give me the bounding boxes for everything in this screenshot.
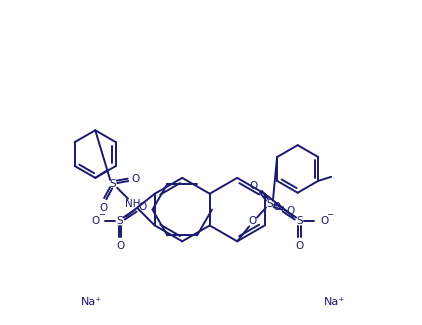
Text: O: O — [273, 202, 281, 212]
Text: S: S — [110, 179, 116, 189]
Text: Na⁺: Na⁺ — [323, 297, 344, 307]
Text: O: O — [132, 174, 140, 184]
Text: O: O — [320, 216, 328, 227]
Text: O: O — [295, 241, 303, 251]
Text: Na⁺: Na⁺ — [81, 297, 102, 307]
Text: O: O — [139, 202, 147, 212]
Text: O: O — [116, 241, 124, 251]
Text: O: O — [91, 216, 100, 227]
Text: O: O — [248, 216, 256, 227]
Text: O: O — [287, 206, 295, 215]
Text: O: O — [99, 202, 107, 213]
Text: −: − — [98, 210, 105, 219]
Text: O: O — [249, 181, 257, 191]
Text: S: S — [267, 199, 273, 209]
Text: S: S — [296, 216, 303, 227]
Text: NH: NH — [125, 199, 141, 209]
Text: S: S — [117, 216, 123, 227]
Text: −: − — [327, 210, 334, 219]
